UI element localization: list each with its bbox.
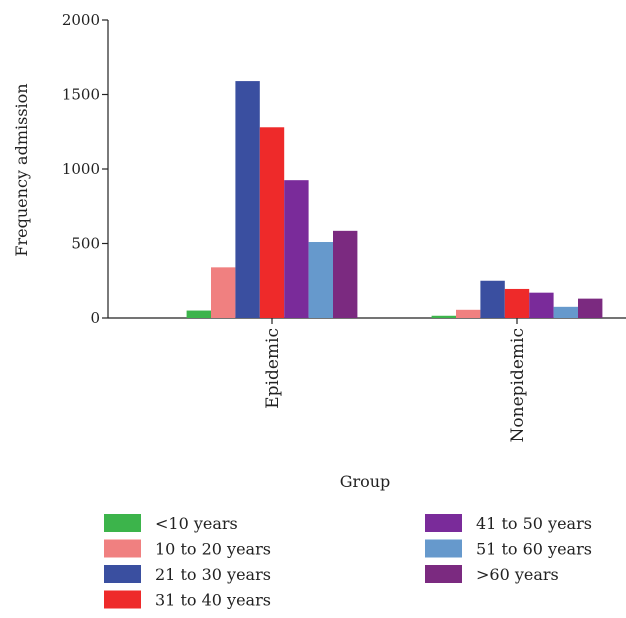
legend-swatch: [425, 539, 462, 558]
bar: [431, 315, 456, 318]
chart-bars: [186, 81, 603, 318]
legend-swatch: [104, 590, 141, 609]
legend-swatch: [425, 565, 462, 583]
bar: [456, 309, 481, 318]
legend-label: 51 to 60 years: [476, 540, 592, 559]
legend-swatch: [104, 539, 141, 558]
y-tick-label: 2000: [62, 11, 100, 29]
bar: [186, 310, 211, 318]
bar: [235, 81, 260, 318]
x-axis-label: Group: [340, 472, 391, 491]
bar: [553, 306, 578, 318]
legend-swatch: [425, 514, 462, 532]
y-tick-label: 0: [90, 309, 100, 327]
bar: [308, 242, 333, 318]
y-tick-label: 1000: [62, 160, 100, 178]
chart-axes: 0 500 1000 1500 2000 Epidemic Nonepidemic: [62, 11, 626, 442]
bar: [529, 292, 554, 318]
y-tick-label: 500: [71, 235, 100, 253]
bar: [211, 267, 236, 318]
legend-label: 31 to 40 years: [155, 591, 271, 610]
legend-label: 21 to 30 years: [155, 565, 271, 584]
legend-label: 41 to 50 years: [476, 514, 592, 533]
bar: [480, 280, 505, 318]
legend: <10 years 10 to 20 years 21 to 30 years 31 …: [104, 514, 592, 610]
bar: [578, 298, 603, 318]
y-axis-label: Frequency admission: [12, 83, 31, 256]
bar: [333, 230, 358, 318]
x-tick-label: Nonepidemic: [508, 328, 528, 442]
legend-swatch: [104, 565, 141, 583]
bar: [504, 288, 530, 318]
legend-label: <10 years: [155, 514, 238, 533]
x-tick-label: Epidemic: [263, 328, 283, 409]
legend-label: 10 to 20 years: [155, 540, 271, 559]
legend-label: >60 years: [476, 565, 559, 584]
bar: [284, 180, 309, 318]
bar: [259, 127, 285, 318]
legend-swatch: [104, 514, 141, 532]
y-tick-label: 1500: [62, 86, 100, 104]
